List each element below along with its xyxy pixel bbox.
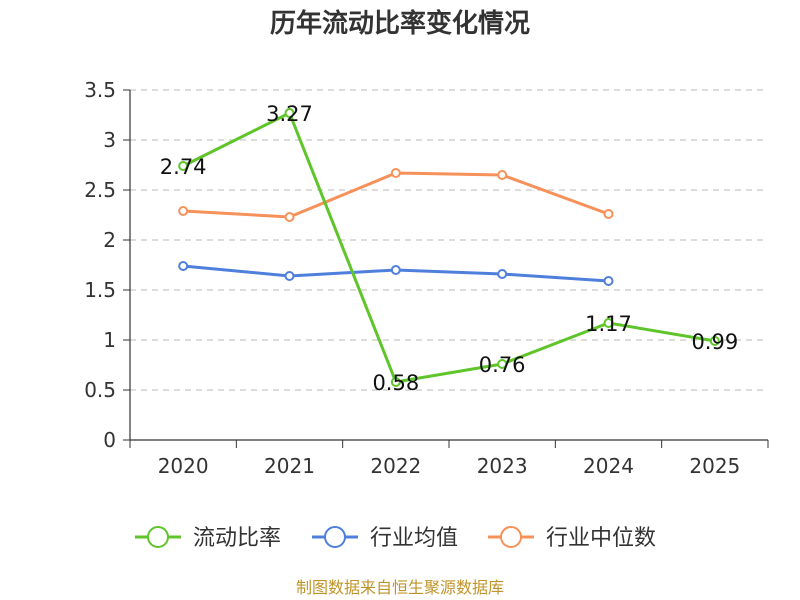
legend-marker	[500, 526, 522, 548]
legend-label: 行业均值	[370, 526, 458, 551]
gridlines	[130, 89, 768, 391]
data-label: 3.27	[266, 102, 313, 126]
data-label: 2.74	[160, 155, 207, 179]
data-label: 1.17	[585, 312, 632, 336]
data-point	[284, 212, 295, 222]
x-tick-label: 2025	[689, 454, 740, 478]
series-line-0	[182, 111, 716, 384]
series-line-2	[183, 171, 610, 219]
data-point	[497, 170, 508, 180]
x-tick-label: 2023	[477, 454, 528, 478]
data-label: 0.58	[372, 371, 419, 395]
legend-marker	[147, 526, 169, 548]
y-tick-label: 1.5	[84, 278, 116, 302]
data-point	[390, 265, 401, 275]
legend-label: 流动比率	[193, 526, 281, 551]
y-tick-label: 2.5	[84, 178, 116, 202]
legend-marker	[324, 526, 346, 548]
chart-title: 历年流动比率变化情况	[269, 9, 530, 39]
legend-label: 行业中位数	[546, 526, 656, 551]
y-tick-label: 0.5	[84, 378, 116, 402]
legend-item-1: 行业均值	[312, 526, 458, 551]
y-tick-label: 3	[103, 128, 116, 152]
axes: 0 0.5 1 1.5 2 2.5 3 3.5 2020 2021 2022 2023 2024 2025	[84, 78, 769, 478]
y-tick-label: 2	[103, 228, 116, 252]
y-tick-label: 3.5	[84, 78, 116, 102]
data-label: 0.99	[691, 330, 738, 354]
data-point	[284, 271, 295, 281]
data-point	[284, 108, 295, 118]
y-tick-label: 1	[103, 328, 116, 352]
data-point	[178, 206, 189, 216]
data-point	[603, 318, 614, 328]
data-point	[178, 261, 189, 271]
series-lines	[178, 108, 720, 387]
y-tick-label: 0	[103, 428, 116, 452]
data-point	[709, 336, 720, 346]
data-point	[390, 377, 401, 387]
data-point	[390, 168, 401, 178]
legend: 流动比率 行业均值 行业中位数	[135, 526, 656, 551]
data-point	[603, 209, 614, 219]
x-tick-label: 2021	[264, 454, 315, 478]
legend-item-0: 流动比率	[135, 526, 281, 551]
data-point	[497, 269, 508, 279]
data-label: 0.76	[479, 353, 526, 377]
data-point	[497, 359, 508, 369]
x-tick-label: 2020	[158, 454, 209, 478]
source-note: 制图数据来自恒生聚源数据库	[295, 578, 504, 597]
x-tick-label: 2022	[370, 454, 421, 478]
x-tick-label: 2024	[583, 454, 634, 478]
data-point	[178, 161, 189, 171]
legend-item-2: 行业中位数	[488, 526, 656, 551]
data-point	[603, 276, 614, 286]
data-labels: 2.74 3.27 0.58 0.76 1.17 0.99	[160, 102, 738, 395]
